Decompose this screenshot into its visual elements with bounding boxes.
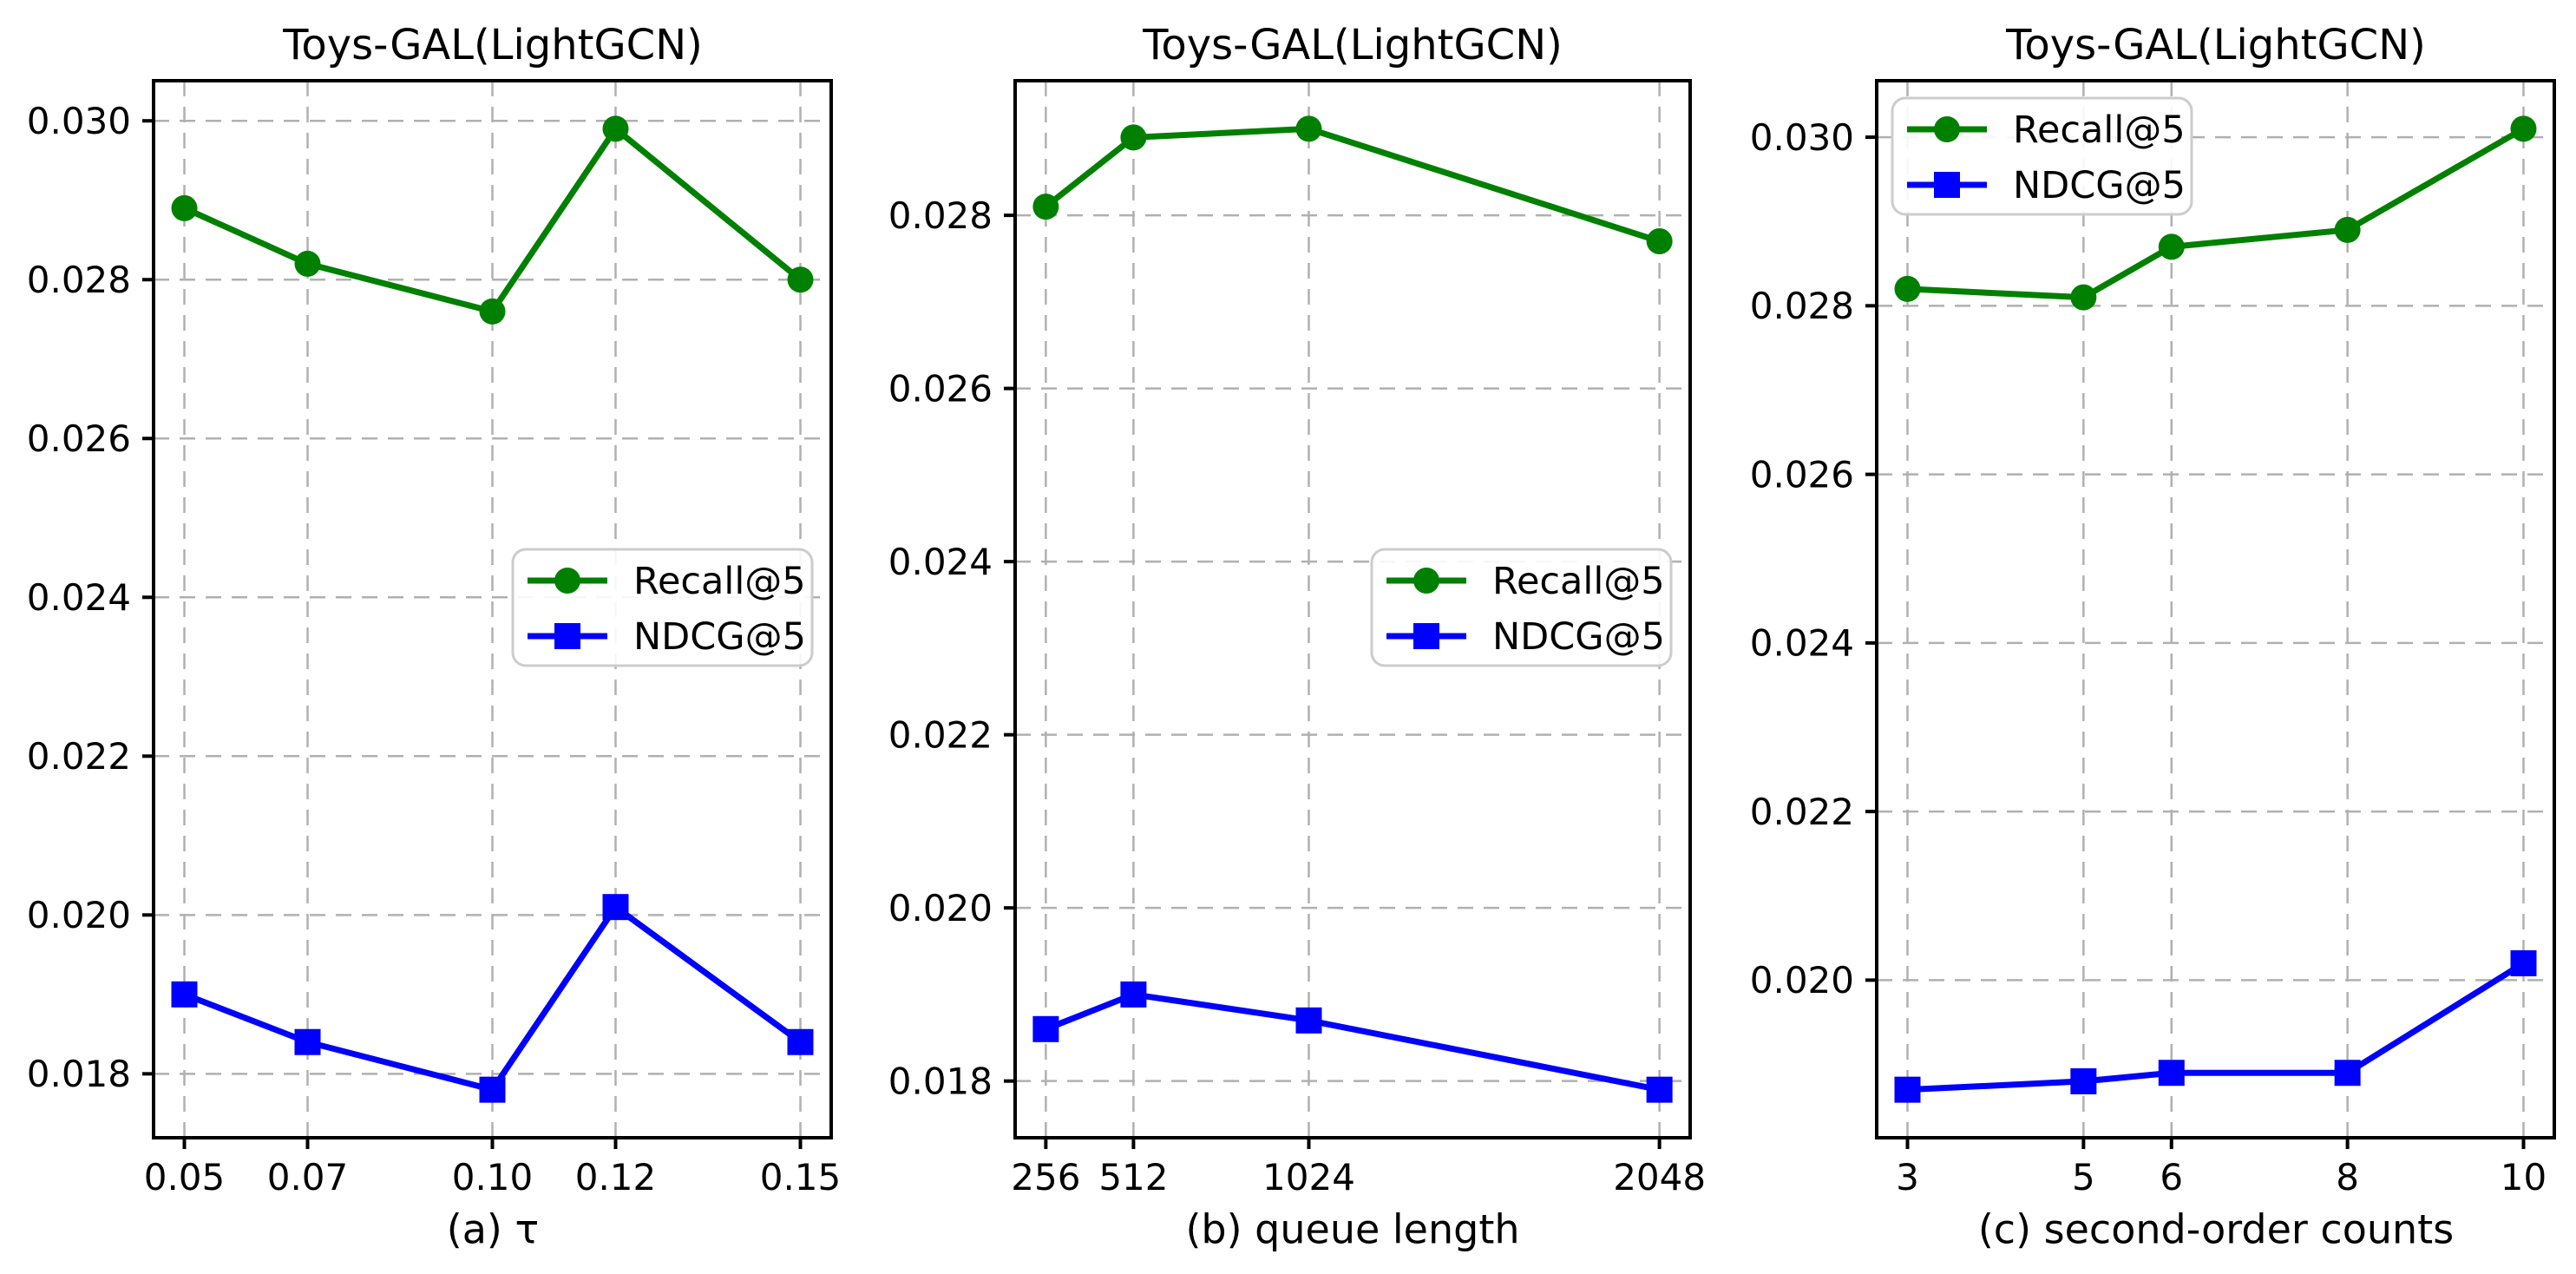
legend: Recall@5 NDCG@5 — [1891, 96, 2193, 216]
ndcg-marker — [294, 1028, 321, 1055]
recall-marker — [787, 266, 814, 293]
y-tick-label: 0.028 — [27, 259, 131, 301]
chart-title: Toys-GAL(LightGCN) — [2005, 21, 2426, 69]
recall-marker — [1894, 275, 1921, 302]
recall-marker — [2510, 115, 2537, 142]
ndcg-marker — [602, 894, 629, 921]
ndcg-marker — [2510, 949, 2537, 976]
legend-label-recall: Recall@5 — [633, 560, 806, 603]
y-tick-label: 0.028 — [1750, 285, 1854, 327]
ndcg-marker — [1120, 981, 1147, 1008]
x-tick-label: 3 — [1896, 1156, 1919, 1198]
legend: Recall@5 NDCG@5 — [511, 548, 814, 667]
y-tick-label: 0.030 — [27, 100, 131, 142]
recall-marker — [2070, 284, 2097, 311]
y-tick-label: 0.018 — [888, 1060, 993, 1102]
chart-panel-b: Toys-GAL(LightGCN) 256 512 1024 2048 0.018 0.… — [888, 21, 1706, 1252]
ndcg-marker — [1894, 1076, 1921, 1103]
ndcg-marker — [1295, 1007, 1322, 1034]
x-tick-label: 0.07 — [267, 1156, 349, 1198]
recall-marker — [171, 194, 198, 221]
ndcg-line — [1042, 991, 1663, 1093]
legend-circle-marker-icon — [1413, 568, 1439, 594]
legend-label-ndcg: NDCG@5 — [2013, 164, 2186, 207]
chart-title: Toys-GAL(LightGCN) — [282, 21, 703, 69]
legend-square-marker-icon — [1413, 623, 1439, 649]
y-tick-label: 0.028 — [888, 194, 993, 237]
ndcg-marker — [171, 981, 198, 1008]
legend-square-marker-icon — [1934, 172, 1960, 198]
x-tick-label: 0.12 — [575, 1156, 657, 1198]
legend-circle-marker-icon — [1934, 116, 1960, 142]
recall-marker — [1295, 115, 1322, 142]
plot-area: 256 512 1024 2048 0.018 0.020 0.022 0.024 0.026 0… — [888, 79, 1706, 1198]
y-tick-label: 0.018 — [27, 1053, 131, 1095]
y-tick-label: 0.024 — [27, 576, 131, 619]
y-tick-label: 0.026 — [1750, 453, 1854, 496]
y-tick-label: 0.022 — [1750, 791, 1854, 833]
y-tick-label: 0.022 — [888, 713, 993, 756]
legend-label-recall: Recall@5 — [1492, 560, 1665, 603]
y-tick-label: 0.020 — [27, 894, 131, 936]
x-tick-label: 512 — [1098, 1156, 1168, 1198]
axes-spines — [1875, 79, 2556, 1139]
chart-title: Toys-GAL(LightGCN) — [1142, 21, 1563, 69]
x-tick-label: 0.05 — [144, 1156, 226, 1198]
y-tick-label: 0.020 — [1750, 959, 1854, 1001]
recall-marker — [1120, 124, 1147, 151]
recall-marker — [1646, 228, 1673, 255]
recall-line — [1042, 125, 1663, 245]
x-tick-label: 1024 — [1262, 1156, 1355, 1198]
legend: Recall@5 NDCG@5 — [1370, 548, 1673, 667]
y-tick-label: 0.024 — [888, 541, 993, 583]
recall-marker — [1032, 194, 1059, 220]
axes-spines — [1013, 79, 1692, 1139]
ndcg-marker — [1646, 1076, 1673, 1103]
ndcg-line — [1904, 960, 2527, 1093]
legend-label-ndcg: NDCG@5 — [633, 615, 806, 659]
x-tick-label: 8 — [2336, 1156, 2359, 1198]
recall-marker — [479, 298, 506, 325]
chart-panel-a: Toys-GAL(LightGCN) 0.05 0.07 0.10 0.12 0.150… — [27, 21, 842, 1252]
ndcg-marker — [1032, 1015, 1059, 1042]
x-axis-label: (b) queue length — [1185, 1205, 1519, 1252]
ndcg-marker — [2334, 1060, 2361, 1087]
x-tick-label: 5 — [2072, 1156, 2095, 1198]
x-axis-label: (a) τ — [447, 1205, 539, 1252]
legend-label-ndcg: NDCG@5 — [1492, 615, 1665, 659]
plot-area: 0.05 0.07 0.10 0.12 0.15 0.018 0.020 0.022 0.024… — [27, 79, 842, 1198]
y-tick-label: 0.026 — [27, 417, 131, 460]
y-tick-label: 0.022 — [27, 735, 131, 778]
plot-area: 3 5 6 8 10 0.020 0.022 0.024 0.026 0.028 0.030 Reca… — [1750, 79, 2556, 1198]
recall-marker — [602, 115, 629, 142]
y-tick-label: 0.020 — [888, 887, 993, 929]
y-tick-label: 0.030 — [1750, 116, 1854, 159]
legend-label-recall: Recall@5 — [2013, 108, 2186, 152]
x-tick-label: 10 — [2501, 1156, 2547, 1198]
x-tick-label: 6 — [2160, 1156, 2183, 1198]
ndcg-marker — [2158, 1060, 2185, 1087]
x-axis-label: (c) second-order counts — [1978, 1205, 2454, 1252]
legend-circle-marker-icon — [554, 568, 580, 594]
x-tick-label: 256 — [1011, 1156, 1080, 1198]
legend-square-marker-icon — [554, 623, 580, 649]
x-tick-label: 0.15 — [760, 1156, 842, 1198]
x-tick-label: 0.10 — [452, 1156, 534, 1198]
ndcg-marker — [2070, 1067, 2097, 1094]
y-tick-label: 0.026 — [888, 367, 993, 410]
recall-marker — [2158, 233, 2185, 260]
ndcg-marker — [479, 1076, 506, 1103]
recall-marker — [294, 250, 321, 277]
recall-marker — [2334, 216, 2361, 243]
ndcg-marker — [787, 1028, 814, 1055]
y-tick-label: 0.024 — [1750, 622, 1854, 665]
chart-panel-c: Toys-GAL(LightGCN) 3 5 6 8 10 0.020 0.022 0.024… — [1750, 21, 2556, 1252]
x-tick-label: 2048 — [1613, 1156, 1706, 1198]
